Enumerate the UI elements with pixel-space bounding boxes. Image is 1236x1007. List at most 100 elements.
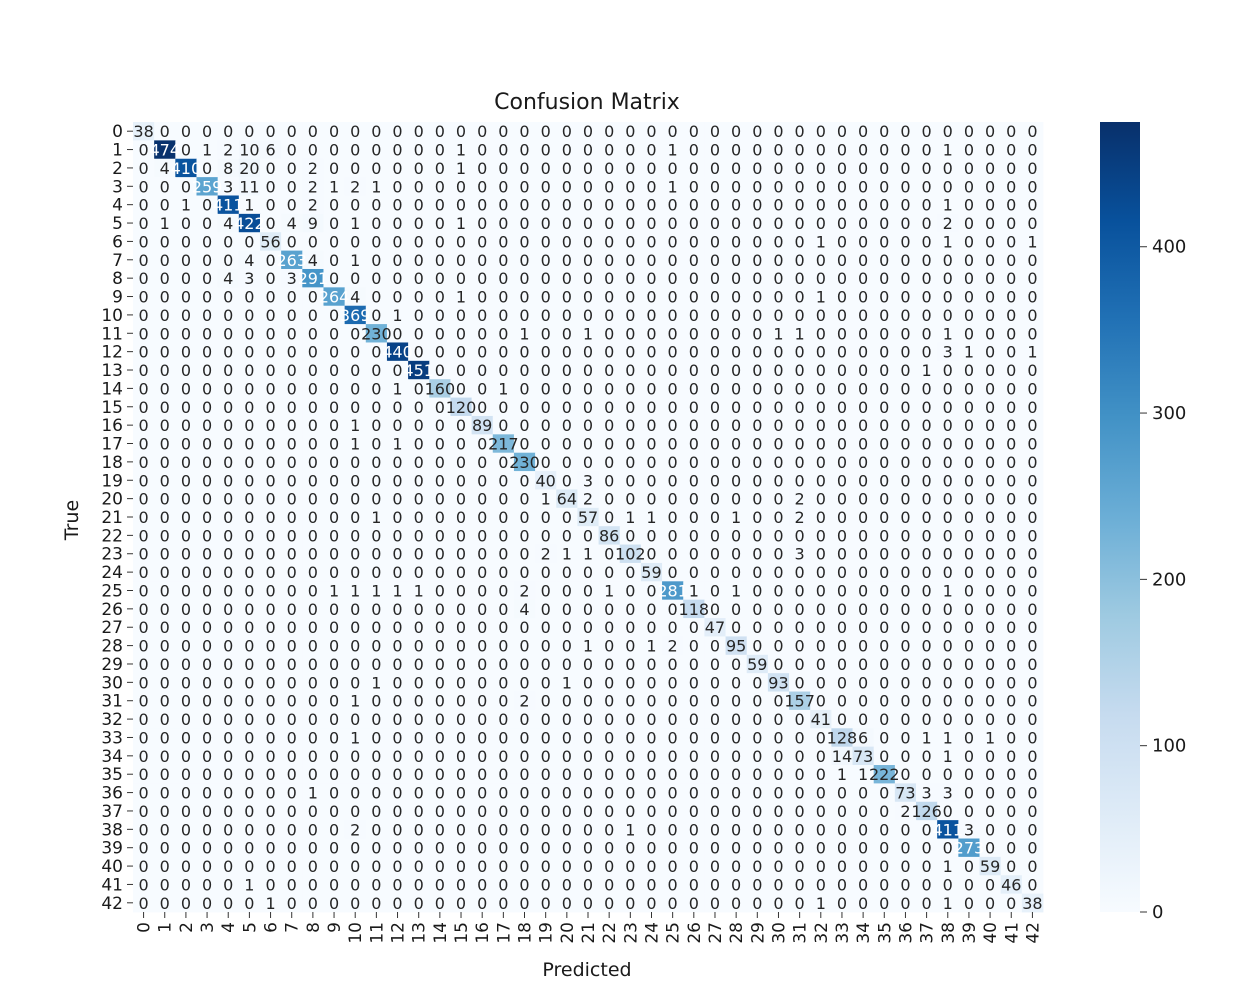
- heatmap-cell-value: 0: [160, 728, 170, 747]
- heatmap-cell-value: 0: [435, 214, 445, 233]
- heatmap-cell-value: 0: [350, 600, 360, 619]
- heatmap-cell-value: 0: [477, 765, 487, 784]
- heatmap-cell-value: 0: [816, 802, 826, 821]
- heatmap-cell-value: 0: [541, 894, 551, 913]
- y-tick-label: 32: [101, 710, 123, 730]
- heatmap-cell-value: 0: [562, 453, 572, 472]
- heatmap-cell-value: 0: [964, 361, 974, 380]
- heatmap-cell-value: 0: [710, 471, 720, 490]
- heatmap-cell: [683, 122, 705, 141]
- heatmap-cell-value: 0: [308, 141, 318, 160]
- heatmap-cell-value: 0: [414, 508, 424, 527]
- heatmap-cell-value: 0: [773, 214, 783, 233]
- heatmap-cell-value: 0: [1006, 618, 1016, 637]
- heatmap-cell-value: 0: [752, 637, 762, 656]
- y-tick-label: 31: [101, 692, 123, 712]
- heatmap-cell-value: 0: [646, 747, 656, 766]
- heatmap-cell-value: 0: [689, 324, 699, 343]
- heatmap-cell-value: 1: [329, 177, 339, 196]
- heatmap-cell-value: 0: [244, 655, 254, 674]
- heatmap-cell: [133, 122, 155, 141]
- heatmap-cell: [408, 122, 430, 141]
- heatmap-cell-value: 0: [668, 710, 678, 729]
- heatmap-cell-value: 0: [837, 453, 847, 472]
- heatmap-cell: [789, 158, 811, 178]
- heatmap-cell-value: 0: [392, 232, 402, 251]
- heatmap-cell-value: 0: [731, 214, 741, 233]
- heatmap-cell-value: 0: [752, 490, 762, 509]
- heatmap-cell-value: 0: [541, 875, 551, 894]
- heatmap-cell: [937, 232, 959, 251]
- heatmap-cell-value: 0: [414, 839, 424, 858]
- heatmap-cell-value: 0: [308, 802, 318, 821]
- heatmap-cell-value: 0: [265, 361, 275, 380]
- heatmap-cell-value: 1: [943, 141, 953, 160]
- heatmap-cell-value: 0: [604, 306, 614, 325]
- heatmap-cell-value: 0: [244, 471, 254, 490]
- y-tick-label: 41: [101, 875, 123, 895]
- heatmap-cell-value: 0: [1027, 728, 1037, 747]
- heatmap-cell-value: 0: [287, 141, 297, 160]
- heatmap-cell-value: 0: [837, 343, 847, 362]
- heatmap-cell-value: 0: [816, 159, 826, 178]
- heatmap-cell-value: 0: [964, 637, 974, 656]
- heatmap-cell-value: 2: [308, 196, 318, 215]
- heatmap-cell-value: 0: [202, 820, 212, 839]
- heatmap-cell-value: 0: [392, 545, 402, 564]
- heatmap-cell-value: 0: [244, 453, 254, 472]
- heatmap-cell-value: 0: [837, 508, 847, 527]
- heatmap-cell-value: 0: [731, 618, 741, 637]
- heatmap-cell-value: 0: [943, 765, 953, 784]
- heatmap-cell-value: 0: [604, 563, 614, 582]
- heatmap-cell-value: 0: [181, 581, 191, 600]
- heatmap-cell-value: 0: [879, 324, 889, 343]
- heatmap-cell-value: 0: [477, 784, 487, 803]
- heatmap-cell-value: 0: [498, 141, 508, 160]
- heatmap-cell-value: 0: [287, 765, 297, 784]
- heatmap-cell-value: 1: [350, 416, 360, 435]
- heatmap-cell-value: 0: [223, 637, 233, 656]
- heatmap-cell-value: 0: [244, 435, 254, 454]
- heatmap-cell-value: 0: [943, 288, 953, 307]
- heatmap-cell-value: 0: [964, 765, 974, 784]
- heatmap-cell: [598, 213, 621, 233]
- y-tick-label: 24: [101, 563, 123, 583]
- heatmap-cell-value: 0: [519, 673, 529, 692]
- heatmap-cell: [535, 213, 557, 233]
- heatmap-cell: [217, 232, 240, 251]
- heatmap-cell-value: 0: [816, 765, 826, 784]
- heatmap-cell-value: 0: [456, 435, 466, 454]
- heatmap-cell: [323, 158, 346, 178]
- heatmap-cell-value: 0: [583, 894, 593, 913]
- heatmap-cell-value: 0: [900, 196, 910, 215]
- heatmap-cell: [471, 195, 494, 215]
- heatmap-cell-value: 0: [689, 673, 699, 692]
- heatmap-cell-value: 0: [329, 269, 339, 288]
- heatmap-cell-value: 0: [308, 435, 318, 454]
- heatmap-cell-value: 0: [287, 710, 297, 729]
- heatmap-cell-value: 0: [371, 306, 381, 325]
- heatmap-cell-value: 0: [371, 747, 381, 766]
- heatmap-cell-value: 0: [837, 692, 847, 711]
- heatmap-cell-value: 0: [202, 673, 212, 692]
- heatmap-cell-value: 0: [964, 453, 974, 472]
- heatmap-cell: [535, 232, 557, 251]
- heatmap-cell-value: 0: [265, 673, 275, 692]
- heatmap-cell-value: 0: [371, 435, 381, 454]
- heatmap-cell-value: 0: [879, 251, 889, 270]
- heatmap-cell-value: 0: [837, 122, 847, 141]
- heatmap-cell: [704, 158, 726, 178]
- heatmap-cell: [916, 158, 938, 178]
- heatmap-cell-value: 1: [392, 581, 402, 600]
- heatmap-cell-value: 0: [752, 398, 762, 417]
- heatmap-cell-value: 0: [392, 490, 402, 509]
- heatmap-cell-value: 0: [498, 637, 508, 656]
- heatmap-cell-value: 0: [244, 361, 254, 380]
- heatmap-cell: [302, 232, 324, 251]
- heatmap-cell: [259, 158, 282, 178]
- heatmap-cell-value: 0: [1006, 508, 1016, 527]
- heatmap-cell-value: 0: [329, 343, 339, 362]
- heatmap-cell: [958, 122, 980, 141]
- heatmap-cell-value: 0: [625, 839, 635, 858]
- heatmap-cell-value: 0: [879, 508, 889, 527]
